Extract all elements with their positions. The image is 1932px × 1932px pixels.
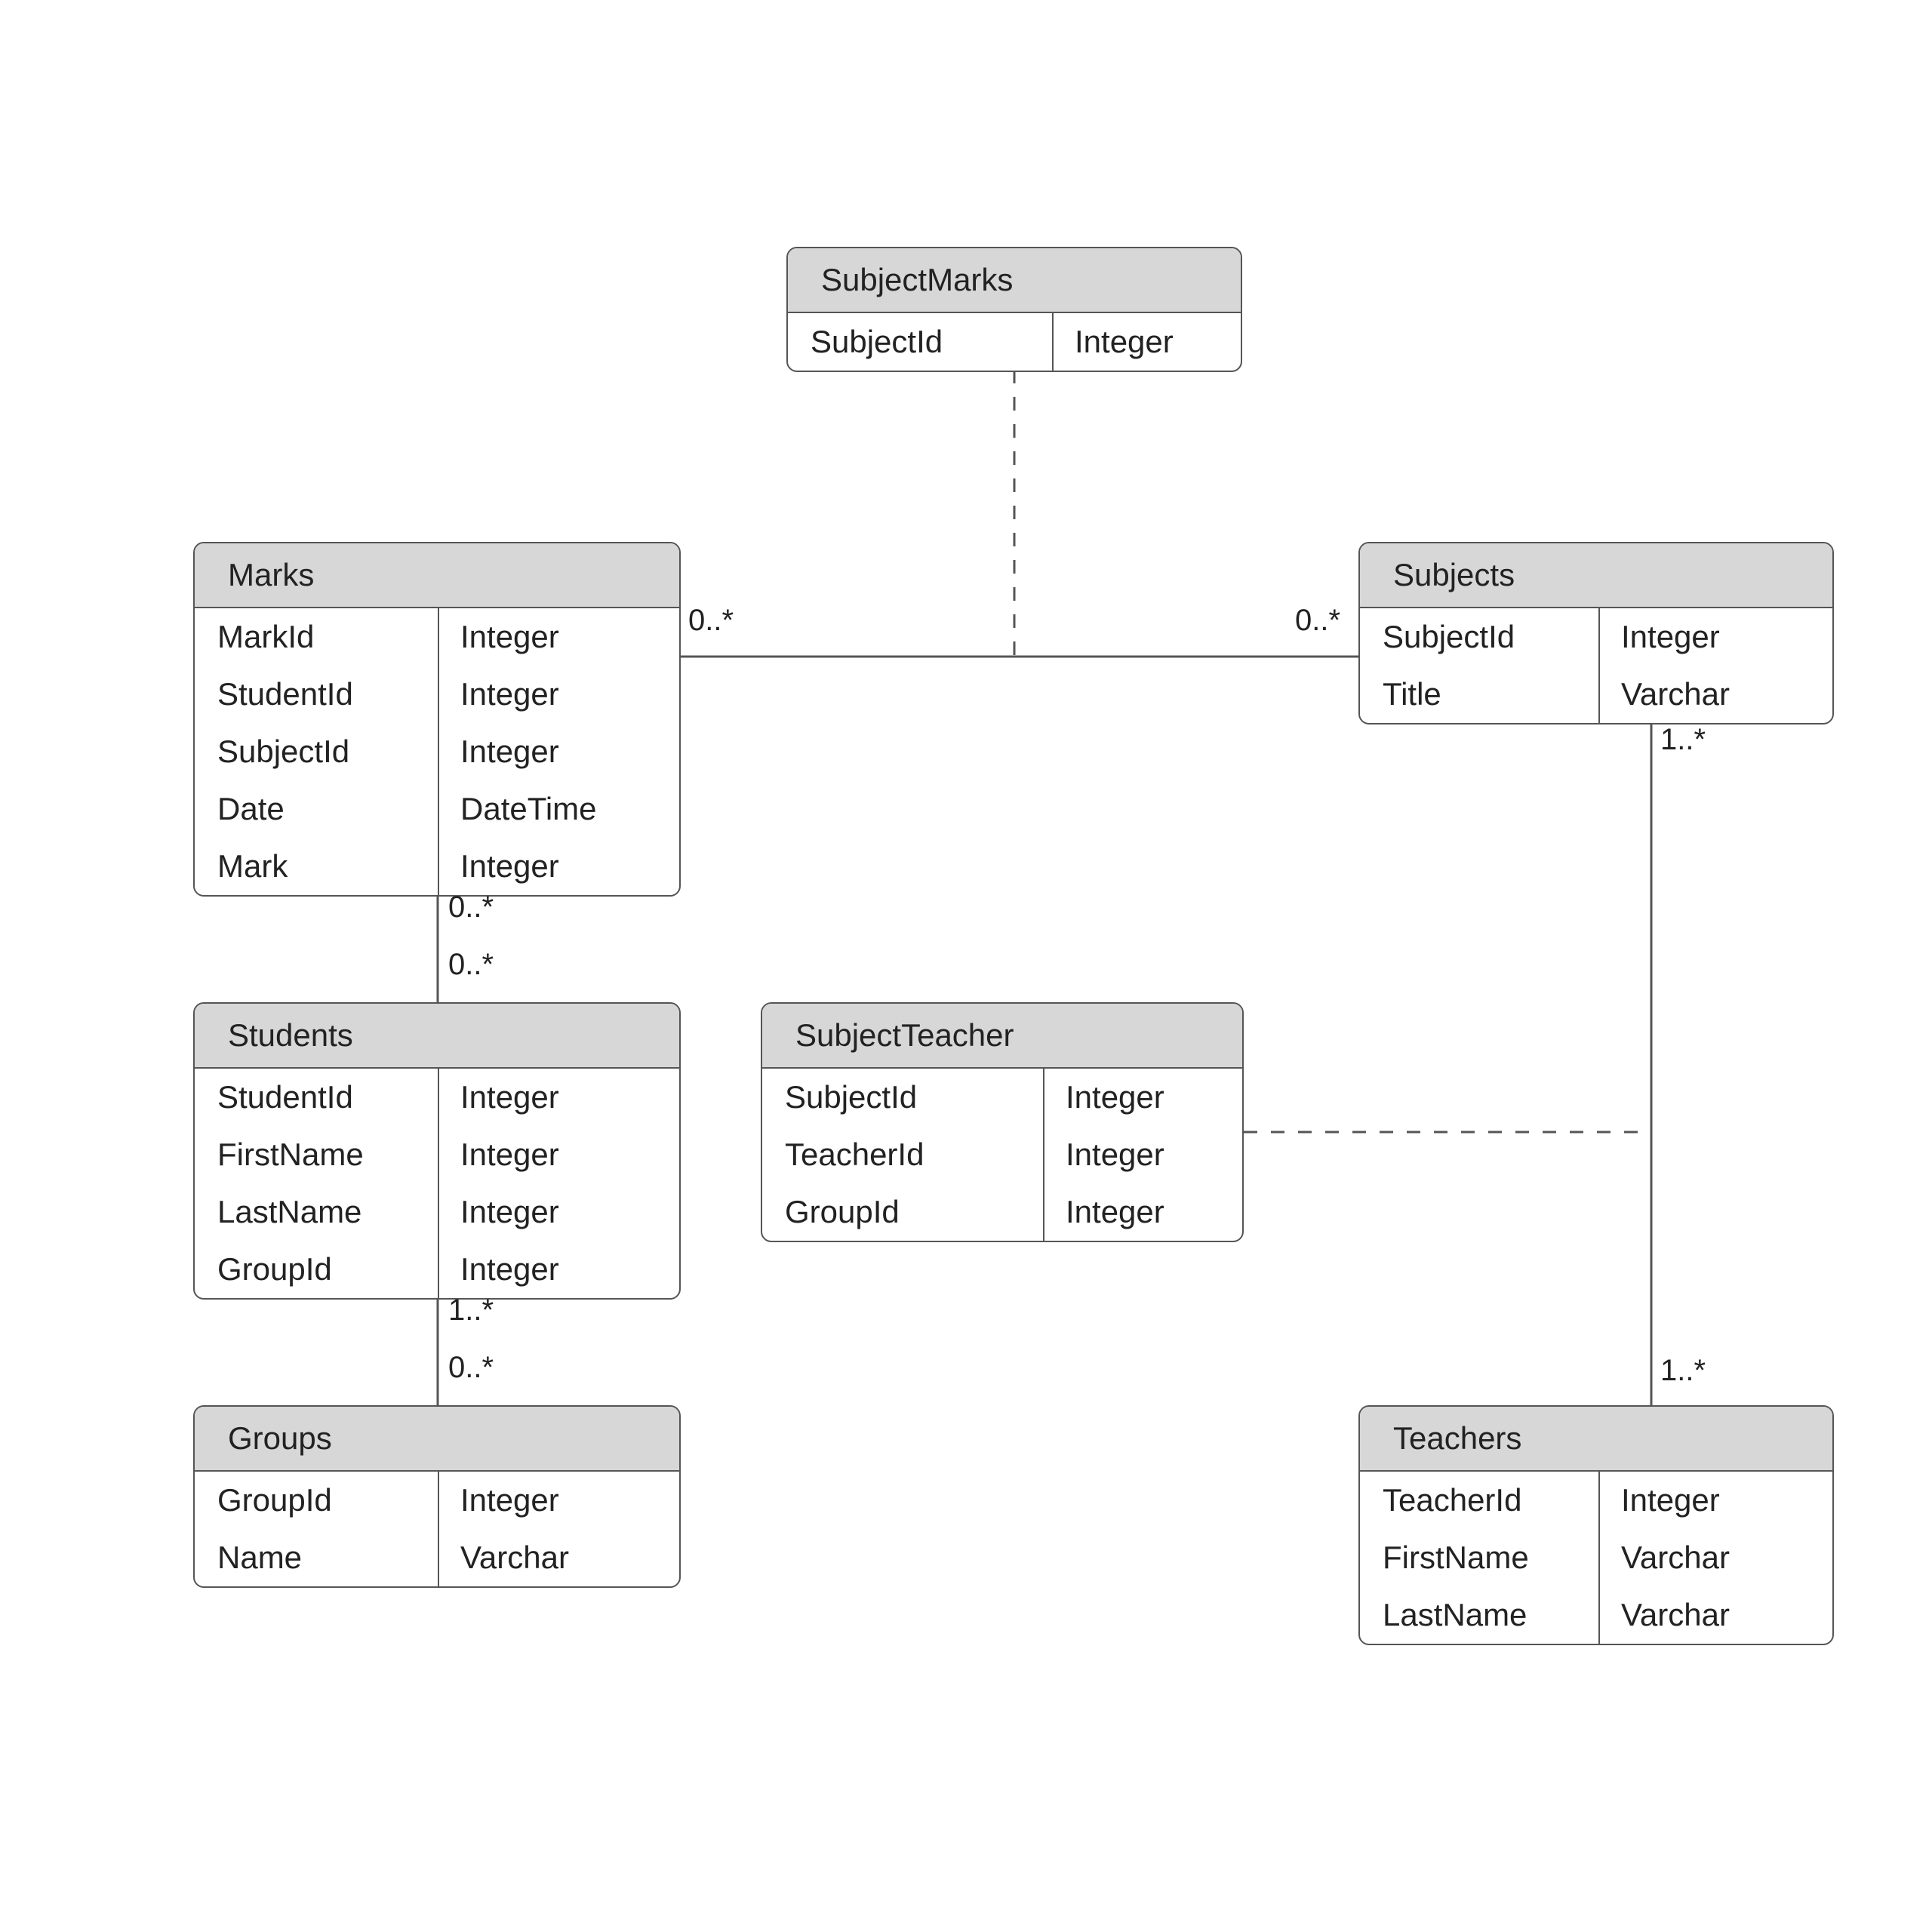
field-name: FirstName [1360, 1529, 1600, 1586]
entity-field-row: FirstNameInteger [195, 1126, 679, 1183]
entity-field-row: GroupIdInteger [762, 1183, 1242, 1241]
entity-body: SubjectIdInteger [788, 313, 1241, 371]
entity-field-row: SubjectIdInteger [195, 723, 679, 780]
field-name: StudentId [195, 1069, 439, 1126]
field-name: GroupId [195, 1472, 439, 1529]
entity-field-row: TitleVarchar [1360, 666, 1832, 723]
entity-field-row: SubjectIdInteger [788, 313, 1241, 371]
entity-title: Teachers [1360, 1407, 1832, 1472]
field-name: SubjectId [1360, 608, 1600, 666]
field-type: Integer [439, 723, 679, 780]
entity-subjectTeacher: SubjectTeacherSubjectIdIntegerTeacherIdI… [761, 1002, 1244, 1242]
field-name: Title [1360, 666, 1600, 723]
entity-field-row: DateDateTime [195, 780, 679, 838]
field-name: GroupId [195, 1241, 439, 1298]
field-type: Integer [1600, 608, 1832, 666]
field-name: SubjectId [195, 723, 439, 780]
field-type: Varchar [1600, 1529, 1832, 1586]
entity-body: SubjectIdIntegerTeacherIdIntegerGroupIdI… [762, 1069, 1242, 1241]
entity-title: SubjectTeacher [762, 1004, 1242, 1069]
entity-field-row: SubjectIdInteger [762, 1069, 1242, 1126]
entity-title: Students [195, 1004, 679, 1069]
multiplicity-groups_top: 0..* [448, 1351, 494, 1385]
field-name: MarkId [195, 608, 439, 666]
entity-body: TeacherIdIntegerFirstNameVarcharLastName… [1360, 1472, 1832, 1644]
field-type: Integer [439, 1241, 679, 1298]
entity-field-row: GroupIdInteger [195, 1472, 679, 1529]
entity-groups: GroupsGroupIdIntegerNameVarchar [193, 1405, 681, 1588]
field-name: SubjectId [788, 313, 1054, 371]
entity-students: StudentsStudentIdIntegerFirstNameInteger… [193, 1002, 681, 1300]
entity-title: Subjects [1360, 543, 1832, 608]
multiplicity-students_bottom: 1..* [448, 1294, 494, 1327]
entity-field-row: StudentIdInteger [195, 1069, 679, 1126]
field-name: Date [195, 780, 439, 838]
field-name: GroupId [762, 1183, 1044, 1241]
entity-field-row: StudentIdInteger [195, 666, 679, 723]
field-type: Integer [439, 838, 679, 895]
field-name: Name [195, 1529, 439, 1586]
entity-field-row: LastNameInteger [195, 1183, 679, 1241]
entity-marks: MarksMarkIdIntegerStudentIdIntegerSubjec… [193, 542, 681, 897]
entity-title: Marks [195, 543, 679, 608]
field-type: Integer [1044, 1126, 1242, 1183]
entity-subjectMarks: SubjectMarksSubjectIdInteger [786, 247, 1242, 372]
field-type: Integer [1044, 1183, 1242, 1241]
entity-body: SubjectIdIntegerTitleVarchar [1360, 608, 1832, 723]
field-type: Integer [439, 608, 679, 666]
entity-title: SubjectMarks [788, 248, 1241, 313]
field-name: LastName [1360, 1586, 1600, 1644]
multiplicity-marks_right: 0..* [688, 604, 734, 638]
field-name: FirstName [195, 1126, 439, 1183]
entity-title: Groups [195, 1407, 679, 1472]
field-type: Integer [1600, 1472, 1832, 1529]
field-name: Mark [195, 838, 439, 895]
field-name: TeacherId [762, 1126, 1044, 1183]
entity-subjects: SubjectsSubjectIdIntegerTitleVarchar [1358, 542, 1834, 724]
er-diagram-canvas: SubjectMarksSubjectIdIntegerMarksMarkIdI… [0, 0, 1932, 1932]
entity-field-row: GroupIdInteger [195, 1241, 679, 1298]
multiplicity-marks_bottom: 0..* [448, 891, 494, 924]
entity-teachers: TeachersTeacherIdIntegerFirstNameVarchar… [1358, 1405, 1834, 1645]
field-type: Integer [439, 1183, 679, 1241]
entity-field-row: MarkInteger [195, 838, 679, 895]
field-name: StudentId [195, 666, 439, 723]
field-type: Integer [1044, 1069, 1242, 1126]
multiplicity-subjects_bottom: 1..* [1660, 723, 1706, 757]
entity-field-row: SubjectIdInteger [1360, 608, 1832, 666]
entity-field-row: TeacherIdInteger [762, 1126, 1242, 1183]
field-name: LastName [195, 1183, 439, 1241]
field-name: SubjectId [762, 1069, 1044, 1126]
entity-field-row: TeacherIdInteger [1360, 1472, 1832, 1529]
field-type: Varchar [1600, 1586, 1832, 1644]
field-type: DateTime [439, 780, 679, 838]
multiplicity-students_top: 0..* [448, 948, 494, 982]
field-type: Varchar [1600, 666, 1832, 723]
entity-body: MarkIdIntegerStudentIdIntegerSubjectIdIn… [195, 608, 679, 895]
field-type: Integer [439, 1126, 679, 1183]
field-type: Varchar [439, 1529, 679, 1586]
entity-field-row: LastNameVarchar [1360, 1586, 1832, 1644]
multiplicity-teachers_top: 1..* [1660, 1354, 1706, 1388]
entity-body: GroupIdIntegerNameVarchar [195, 1472, 679, 1586]
field-type: Integer [439, 666, 679, 723]
entity-field-row: FirstNameVarchar [1360, 1529, 1832, 1586]
entity-field-row: MarkIdInteger [195, 608, 679, 666]
field-type: Integer [1054, 313, 1241, 371]
field-type: Integer [439, 1472, 679, 1529]
field-name: TeacherId [1360, 1472, 1600, 1529]
multiplicity-subjects_left: 0..* [1295, 604, 1340, 638]
entity-field-row: NameVarchar [195, 1529, 679, 1586]
field-type: Integer [439, 1069, 679, 1126]
entity-body: StudentIdIntegerFirstNameIntegerLastName… [195, 1069, 679, 1298]
